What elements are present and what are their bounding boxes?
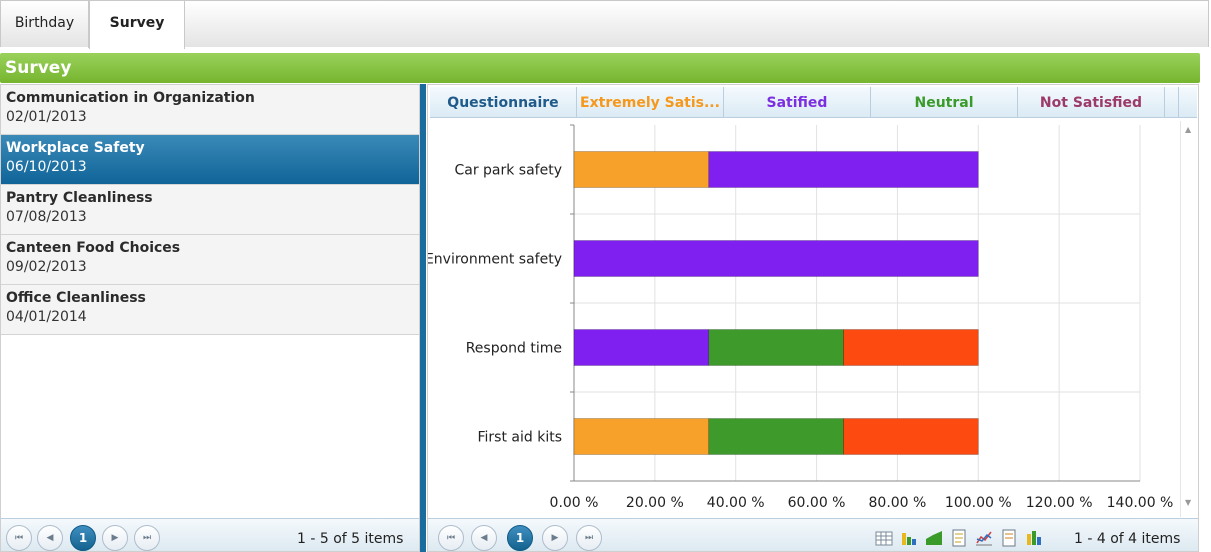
x-tick-label: 0.00 % bbox=[550, 495, 599, 511]
column-header-neutral[interactable]: Neutral bbox=[871, 87, 1018, 118]
column-chart-icon[interactable] bbox=[900, 529, 918, 547]
bar-segment-satisfied bbox=[708, 151, 979, 188]
bar-chart-icon[interactable] bbox=[1025, 529, 1043, 547]
prev-page-icon[interactable]: ◀ bbox=[37, 525, 63, 551]
survey-list-item[interactable]: Communication in Organization 02/01/2013 bbox=[1, 85, 419, 135]
vertical-scrollbar[interactable]: ▲ ▼ bbox=[1180, 121, 1197, 517]
stacked-bar-chart: Car park safety Environment safety Respond… bbox=[428, 124, 1174, 511]
column-header-extremely-satisfied[interactable]: Extremely Satis... bbox=[577, 87, 724, 118]
tab-survey[interactable]: Survey bbox=[89, 1, 185, 49]
y-tick-label: First aid kits bbox=[478, 430, 563, 446]
survey-name: Communication in Organization bbox=[6, 90, 255, 106]
results-panel: Questionnaire Extremely Satis... Satifie… bbox=[427, 84, 1199, 552]
x-tick-label: 100.00 % bbox=[945, 495, 1012, 511]
x-tick-label: 20.00 % bbox=[626, 495, 684, 511]
bar-segment-extremely_satisfied bbox=[573, 418, 710, 455]
bar-segment-not_satisfied bbox=[843, 329, 979, 366]
survey-list-item[interactable]: Office Cleanliness 04/01/2014 bbox=[1, 285, 419, 335]
last-page-icon[interactable]: ⏭ bbox=[576, 525, 602, 551]
bar-segment-neutral bbox=[708, 418, 844, 455]
current-page-button[interactable]: 1 bbox=[507, 525, 533, 551]
survey-list-item[interactable]: Pantry Cleanliness 07/08/2013 bbox=[1, 185, 419, 235]
column-header-not-satisfied[interactable]: Not Satisfied bbox=[1018, 87, 1165, 118]
tab-strip: Birthday Survey bbox=[0, 0, 1209, 49]
current-page-button[interactable]: 1 bbox=[70, 525, 96, 551]
bar-segment-not_satisfied bbox=[843, 418, 979, 455]
column-header-scroll-spacer bbox=[1179, 87, 1197, 118]
x-tick-label: 40.00 % bbox=[707, 495, 765, 511]
scroll-up-icon[interactable]: ▲ bbox=[1185, 125, 1192, 134]
column-header-satisfied[interactable]: Satified bbox=[724, 87, 871, 118]
survey-name: Office Cleanliness bbox=[6, 290, 146, 306]
bar-segment-neutral bbox=[708, 329, 844, 366]
pager-info: 1 - 4 of 4 items bbox=[1074, 531, 1181, 547]
left-pager: ⏮ ◀ 1 ▶ ⏭ 1 - 5 of 5 items bbox=[1, 518, 419, 551]
first-page-icon[interactable]: ⏮ bbox=[6, 525, 32, 551]
survey-list-panel: Communication in Organization 02/01/2013… bbox=[0, 84, 420, 552]
area-chart-icon[interactable] bbox=[925, 529, 943, 547]
grid-view-icon[interactable] bbox=[875, 529, 893, 547]
bar-segment-satisfied bbox=[573, 240, 979, 277]
survey-list-item-selected[interactable]: Workplace Safety 06/10/2013 bbox=[1, 135, 419, 185]
document-icon[interactable] bbox=[1000, 529, 1018, 547]
survey-name: Pantry Cleanliness bbox=[6, 190, 153, 206]
survey-date: 02/01/2013 bbox=[6, 109, 87, 125]
x-tick-label: 140.00 % bbox=[1107, 495, 1174, 511]
x-tick-label: 120.00 % bbox=[1026, 495, 1093, 511]
panel-title: Survey bbox=[0, 53, 1200, 83]
prev-page-icon[interactable]: ◀ bbox=[471, 525, 497, 551]
column-header-spacer bbox=[1165, 87, 1179, 118]
right-pager: ⏮ ◀ 1 ▶ ⏭ bbox=[428, 518, 1198, 551]
survey-name: Workplace Safety bbox=[6, 140, 145, 156]
survey-list-item[interactable]: Canteen Food Choices 09/02/2013 bbox=[1, 235, 419, 285]
survey-date: 07/08/2013 bbox=[6, 209, 87, 225]
scroll-down-icon[interactable]: ▼ bbox=[1185, 498, 1192, 507]
report-icon[interactable] bbox=[950, 529, 968, 547]
survey-date: 09/02/2013 bbox=[6, 259, 87, 275]
y-tick-label: Environment safety bbox=[428, 252, 562, 268]
survey-name: Canteen Food Choices bbox=[6, 240, 181, 256]
survey-date: 06/10/2013 bbox=[6, 159, 87, 175]
tab-birthday[interactable]: Birthday bbox=[1, 1, 89, 48]
line-chart-icon[interactable] bbox=[975, 529, 993, 547]
y-tick-label: Respond time bbox=[466, 341, 562, 357]
x-tick-label: 60.00 % bbox=[788, 495, 846, 511]
bar-segment-satisfied bbox=[573, 329, 710, 366]
next-page-icon[interactable]: ▶ bbox=[102, 525, 128, 551]
pager-info: 1 - 5 of 5 items bbox=[297, 531, 404, 547]
next-page-icon[interactable]: ▶ bbox=[542, 525, 568, 551]
bar-segment-extremely_satisfied bbox=[573, 151, 710, 188]
x-tick-label: 80.00 % bbox=[869, 495, 927, 511]
first-page-icon[interactable]: ⏮ bbox=[438, 525, 464, 551]
last-page-icon[interactable]: ⏭ bbox=[134, 525, 160, 551]
y-tick-label: Car park safety bbox=[454, 163, 562, 179]
splitter-handle[interactable] bbox=[420, 84, 426, 552]
survey-date: 04/01/2014 bbox=[6, 309, 87, 325]
column-header-questionnaire[interactable]: Questionnaire bbox=[430, 87, 577, 118]
